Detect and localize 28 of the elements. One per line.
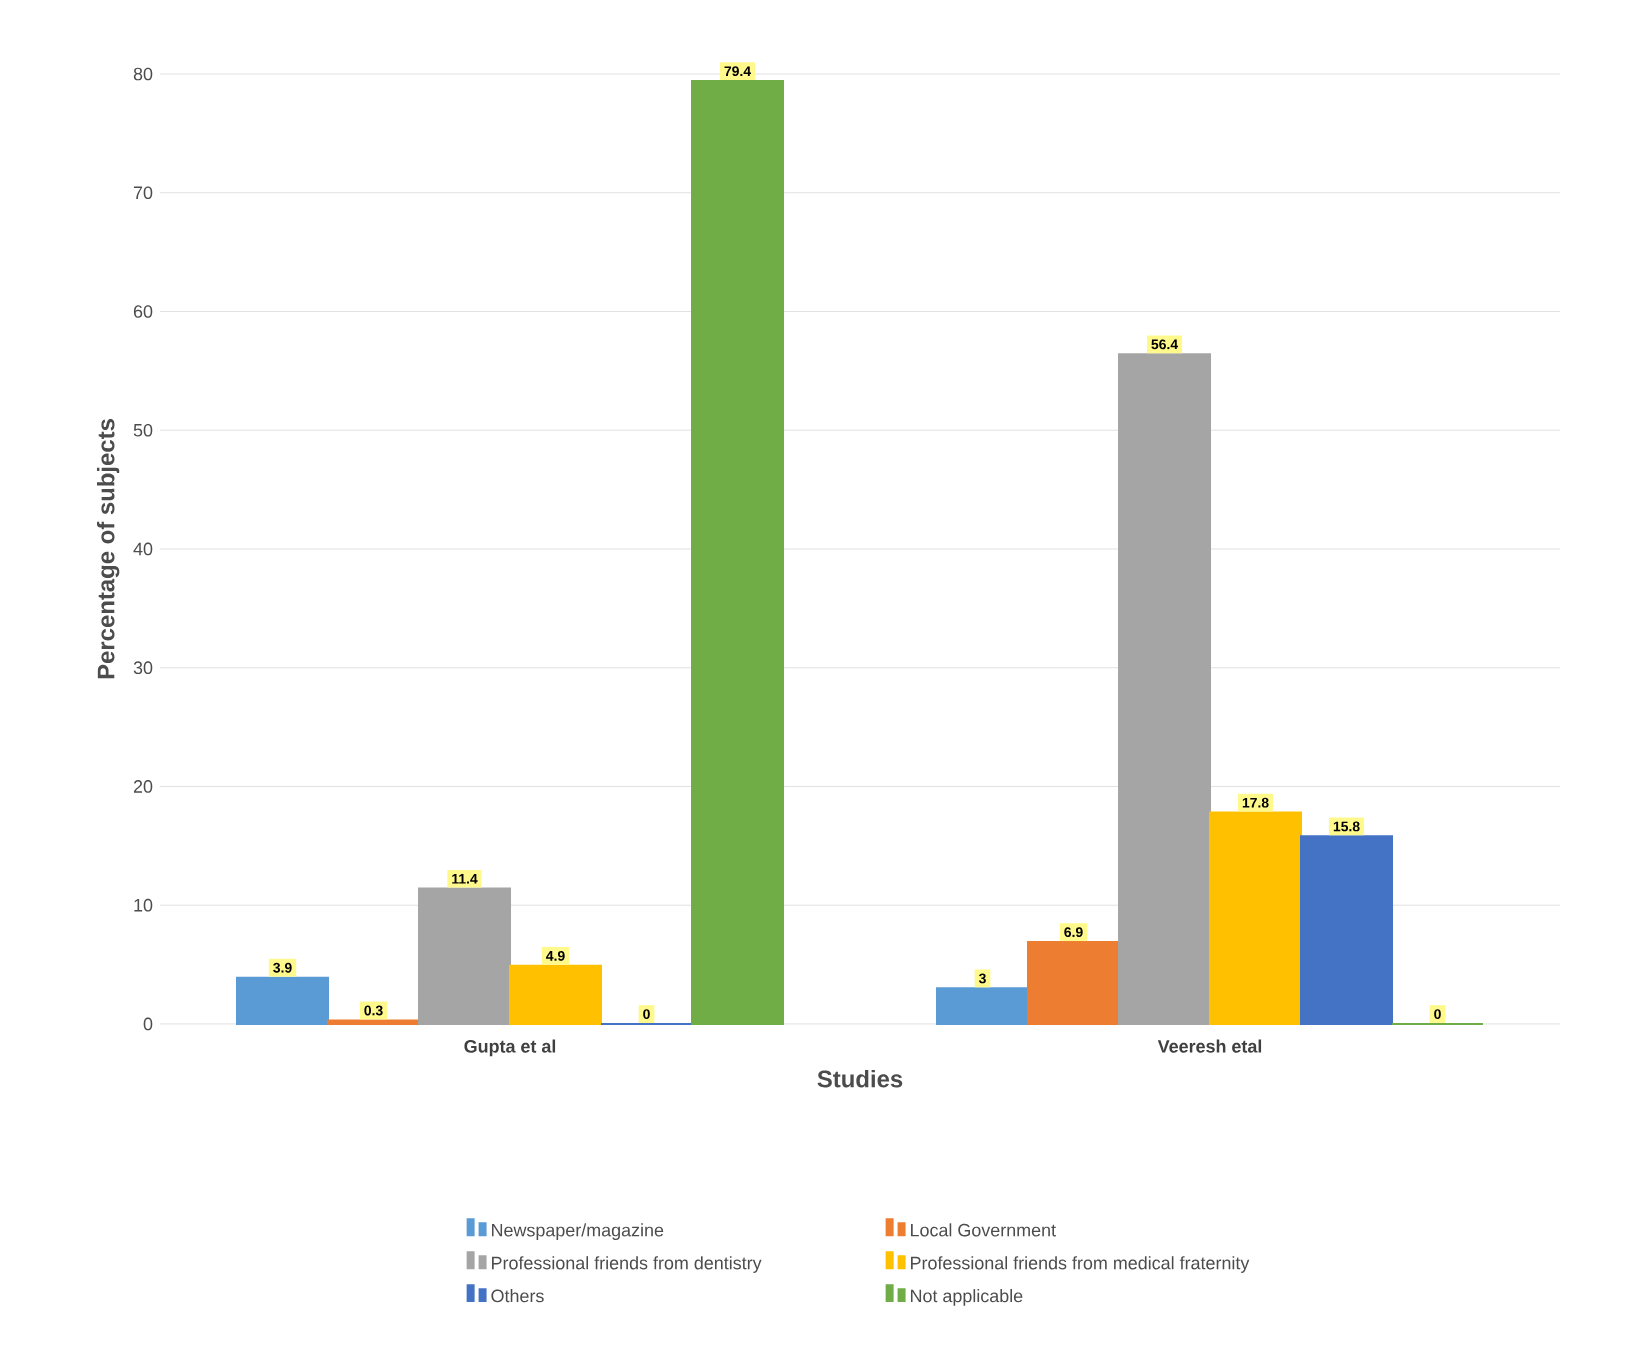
bar <box>691 80 785 1025</box>
x-axis-title: Studies <box>817 1069 903 1088</box>
x-tick-label: Veeresh etal <box>1157 1039 1262 1053</box>
bar <box>1027 941 1121 1025</box>
bar <box>418 887 512 1025</box>
bar <box>509 964 603 1025</box>
legend-label: Not applicable <box>911 1289 1023 1306</box>
legend-label: Local Government <box>911 1223 1056 1237</box>
y-tick-label: 40 <box>133 542 153 556</box>
legend-label: Professional friends from dentistry <box>492 1256 762 1273</box>
y-tick-label: 60 <box>133 305 153 318</box>
y-tick-label: 0 <box>143 1017 153 1031</box>
bar <box>1209 811 1303 1025</box>
y-tick-label: 50 <box>133 423 153 437</box>
bar <box>936 987 1030 1025</box>
y-tick-label: 30 <box>133 661 153 675</box>
legend-label: Others <box>491 1289 544 1303</box>
y-tick-label: 70 <box>133 186 153 200</box>
y-tick-label: 80 <box>133 67 153 81</box>
bar <box>1300 835 1394 1025</box>
y-axis-title: Percentage of subjects <box>96 419 120 679</box>
legend-label: Newspaper/magazine <box>492 1223 664 1241</box>
y-tick-label: 10 <box>134 898 153 912</box>
bar <box>236 976 330 1025</box>
x-tick-label: Gupta et al <box>464 1039 556 1057</box>
legend-label: Professional friends from medical fraternity <box>911 1256 1250 1273</box>
bar <box>1118 353 1212 1025</box>
y-tick-label: 20 <box>133 780 153 793</box>
